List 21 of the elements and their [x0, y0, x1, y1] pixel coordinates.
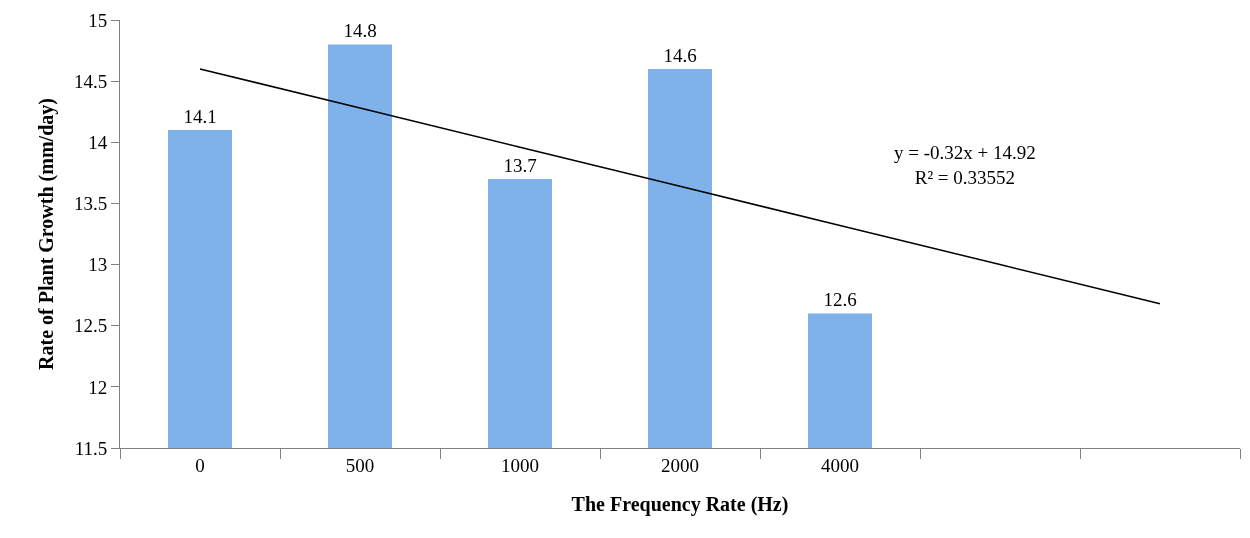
data-label: 14.8 — [343, 20, 377, 42]
y-tick-label: 11.5 — [74, 437, 108, 459]
data-label: 13.7 — [503, 154, 537, 176]
data-label: 12.6 — [823, 289, 857, 311]
y-axis-title: Rate of Plant Growth (mm/day) — [35, 98, 59, 370]
x-tick-label: 2000 — [661, 454, 699, 476]
y-tick-label: 12 — [88, 376, 108, 398]
y-tick-label: 12.5 — [73, 315, 108, 337]
data-label: 14.6 — [663, 44, 697, 66]
data-label: 14.1 — [183, 106, 217, 128]
y-tick-label: 14 — [88, 131, 108, 153]
y-tick-label: 14.5 — [73, 70, 108, 92]
x-tick-label: 1000 — [501, 454, 539, 476]
x-axis-title: The Frequency Rate (Hz) — [571, 493, 789, 517]
x-tick-label: 500 — [345, 454, 375, 476]
y-tick-label: 13.5 — [73, 193, 108, 215]
y-tick-label: 13 — [88, 254, 108, 276]
y-tick-label: 15 — [88, 9, 108, 31]
x-tick-label: 0 — [195, 454, 205, 476]
annotation: y = -0.32x + 14.92 R² = 0.33552 — [894, 142, 1036, 188]
x-tick-label: 4000 — [821, 454, 859, 476]
